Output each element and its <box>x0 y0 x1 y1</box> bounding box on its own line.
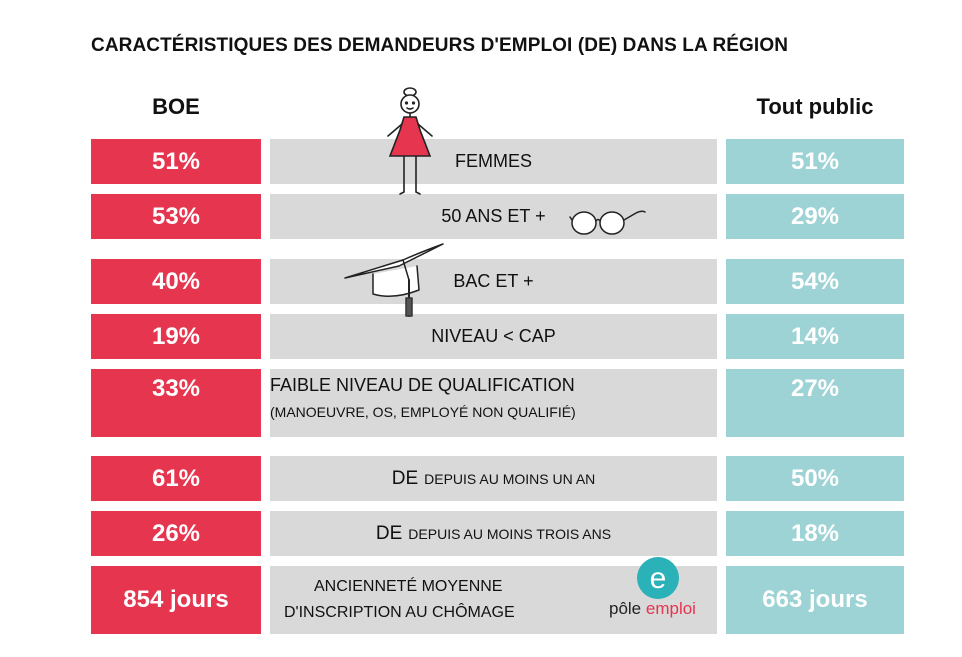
pole-emploi-wordmark: pôle emploi <box>609 599 696 619</box>
tout-public-value-niveau-cap: 14% <box>726 314 904 359</box>
column-header-boe: BOE <box>152 94 200 119</box>
label-bac: BAC ET + <box>270 259 717 304</box>
label-faible-qualification: FAIBLE NIVEAU DE QUALIFICATION (MANOEUVR… <box>270 369 717 437</box>
label-niveau-cap-text: NIVEAU < CAP <box>431 326 556 346</box>
pole-emploi-logo: e <box>637 557 679 599</box>
boe-value-femmes: 51% <box>91 139 261 184</box>
graduation-cap-icon <box>344 243 444 317</box>
tout-public-value-faible-qualification: 27% <box>726 369 904 437</box>
label-femmes-text: FEMMES <box>454 151 532 171</box>
label-50-ans-text: 50 ANS ET + <box>441 206 546 226</box>
label-de-trois-ans: DE DEPUIS AU MOINS TROIS ANS <box>270 511 717 556</box>
boe-value-de-un-an: 61% <box>91 456 261 501</box>
chart-title: CARACTÉRISTIQUES DES DEMANDEURS D'EMPLOI… <box>91 35 789 56</box>
tout-public-value-de-trois-ans: 18% <box>726 511 904 556</box>
tout-public-value-50-ans: 29% <box>726 194 904 239</box>
label-anciennete-line2: D'INSCRIPTION AU CHÔMAGE <box>284 604 515 621</box>
boe-value-anciennete: 854 jours <box>91 566 261 634</box>
glasses-icon <box>569 210 646 235</box>
boe-value-50-ans: 53% <box>91 194 261 239</box>
label-faible-qualification-sub: (MANOEUVRE, OS, EMPLOYÉ NON QUALIFIÉ) <box>270 404 576 420</box>
boe-value-bac: 40% <box>91 259 261 304</box>
tout-public-value-de-un-an: 50% <box>726 456 904 501</box>
label-de-un-an-prefix: DE <box>391 467 419 489</box>
boe-value-faible-qualification: 33% <box>91 369 261 437</box>
column-header-tout-public: Tout public <box>756 94 874 119</box>
tout-public-value-femmes: 51% <box>726 139 904 184</box>
pole-emploi-letter: e <box>650 562 667 595</box>
pole-emploi-word-pole: pôle <box>609 599 642 618</box>
label-anciennete-line1: ANCIENNETÉ MOYENNE <box>314 578 503 595</box>
label-femmes: FEMMES <box>270 139 717 184</box>
label-de-trois-ans-text: DEPUIS AU MOINS TROIS ANS <box>408 525 612 542</box>
boe-value-de-trois-ans: 26% <box>91 511 261 556</box>
label-de-un-an-text: DEPUIS AU MOINS UN AN <box>424 470 596 487</box>
label-faible-qualification-text: FAIBLE NIVEAU DE QUALIFICATION <box>270 375 575 395</box>
tout-public-value-bac: 54% <box>726 259 904 304</box>
label-niveau-cap: NIVEAU < CAP <box>270 314 717 359</box>
label-de-trois-ans-prefix: DE <box>375 522 403 544</box>
boe-value-niveau-cap: 19% <box>91 314 261 359</box>
woman-figure-icon <box>387 87 433 195</box>
label-50-ans: 50 ANS ET + <box>270 194 717 239</box>
label-de-un-an: DE DEPUIS AU MOINS UN AN <box>270 456 717 501</box>
tout-public-value-anciennete: 663 jours <box>726 566 904 634</box>
label-bac-text: BAC ET + <box>453 271 534 291</box>
pole-emploi-word-emploi: emploi <box>645 599 696 618</box>
